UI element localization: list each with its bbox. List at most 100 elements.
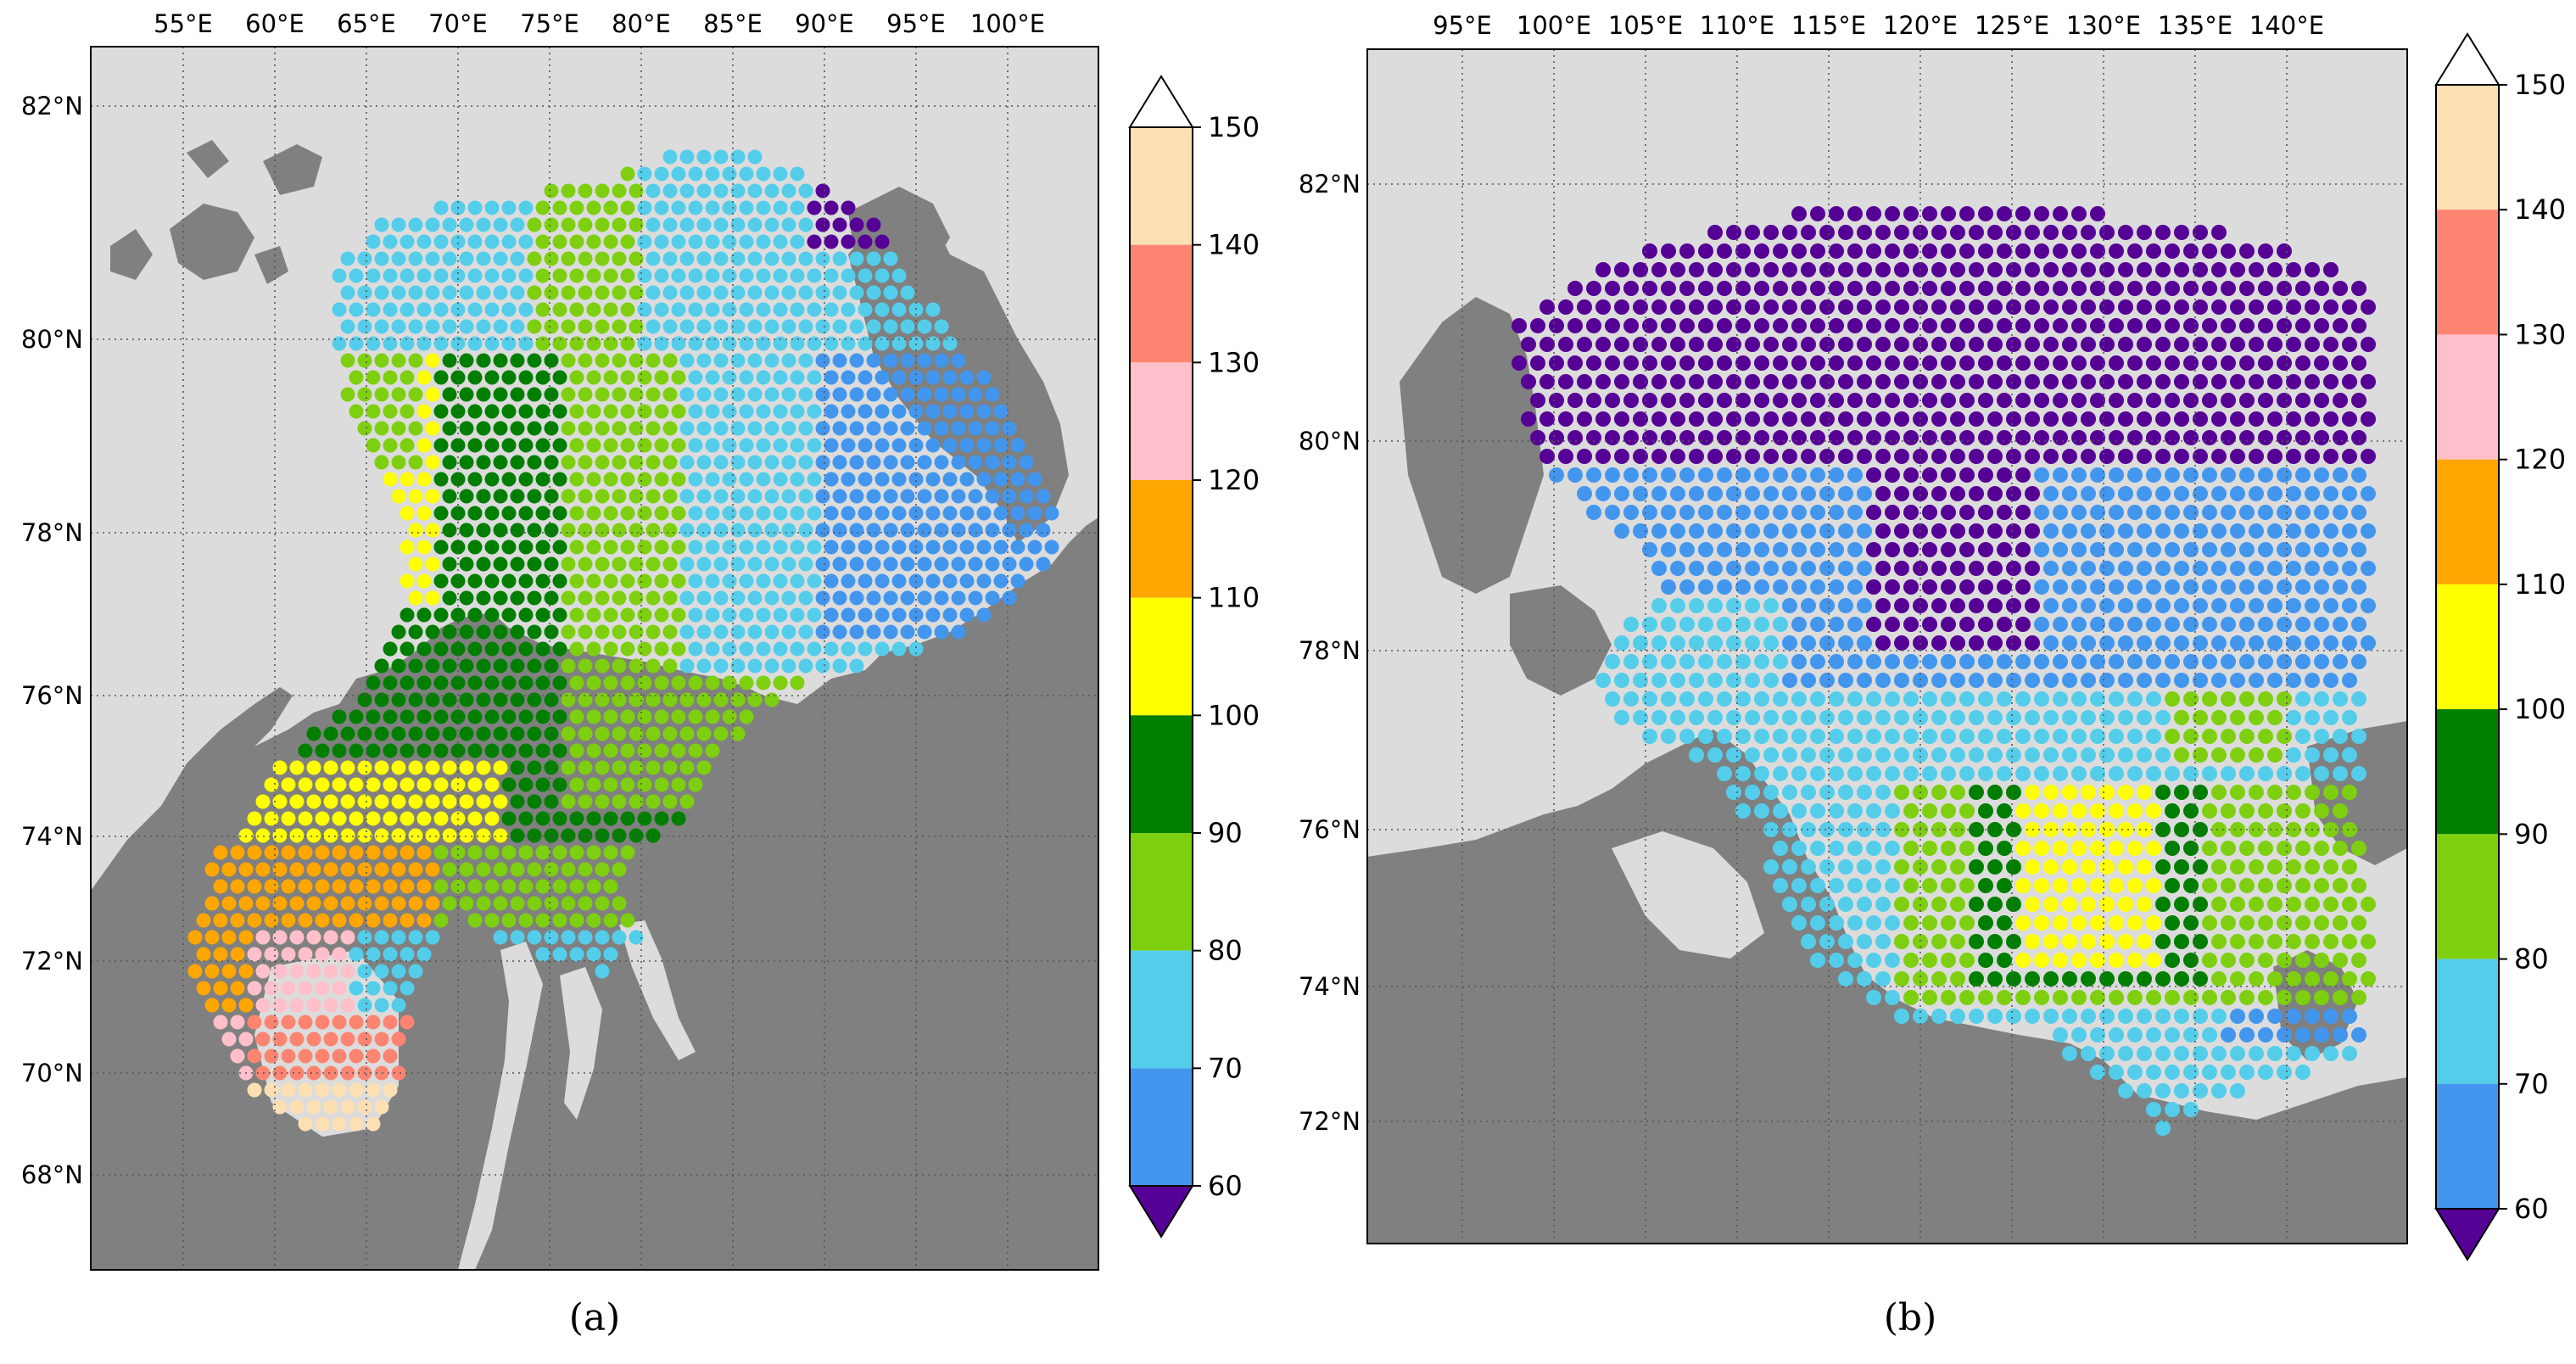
grid-cell-marker (2099, 1046, 2115, 1061)
grid-cell-marker (484, 302, 500, 317)
grid-cell-marker (2025, 561, 2040, 576)
grid-cell-marker (476, 590, 491, 606)
grid-cell-marker (2099, 785, 2115, 800)
grid-cell-marker (2221, 505, 2236, 520)
grid-cell-marker (1959, 505, 1975, 520)
grid-cell-marker (561, 556, 576, 572)
grid-cell-marker (2361, 635, 2376, 651)
grid-cell-marker (383, 913, 398, 928)
grid-cell-marker (1763, 225, 1779, 240)
grid-cell-marker (713, 183, 729, 198)
colorbar-extend-under (1128, 1185, 1194, 1238)
grid-cell-marker (323, 794, 338, 809)
grid-cell-marker (315, 947, 330, 962)
grid-cell-marker (569, 641, 584, 657)
grid-cell-marker (578, 319, 593, 334)
colorbar-segment (1130, 362, 1193, 480)
grid-cell-marker (1763, 523, 1779, 539)
grid-cell-marker (764, 692, 780, 707)
grid-cell-marker (2277, 1065, 2292, 1080)
grid-cell-marker (2053, 953, 2068, 968)
grid-cell-marker (1791, 617, 1807, 632)
grid-cell-marker (1838, 299, 1853, 315)
grid-cell-marker (1019, 455, 1034, 470)
grid-cell-marker (527, 590, 542, 606)
grid-cell-marker (323, 1065, 338, 1081)
grid-cell-marker (2006, 897, 2021, 912)
grid-cell-marker (1745, 523, 1760, 539)
grid-cell-marker (484, 913, 500, 928)
grid-cell-marker (1931, 598, 1947, 613)
grid-cell-marker (518, 472, 534, 487)
grid-cell-marker (400, 709, 415, 724)
grid-cell-marker (561, 726, 576, 741)
grid-cell-marker (705, 200, 720, 215)
grid-cell-marker (1866, 654, 1881, 669)
grid-cell-marker (722, 404, 737, 419)
grid-cell-marker (645, 455, 661, 470)
colorbar-tick-label: 70 (2514, 1068, 2549, 1100)
grid-cell-marker (2323, 1046, 2339, 1061)
grid-cell-marker (357, 726, 372, 741)
grid-cell-marker (2155, 897, 2171, 912)
grid-cell-marker (2286, 449, 2301, 464)
grid-cell-marker (366, 913, 381, 928)
grid-cell-marker (2277, 617, 2292, 632)
colorbar-segment (2436, 459, 2499, 584)
grid-cell-marker (976, 370, 992, 385)
grid-cell-marker (272, 1099, 288, 1115)
grid-cell-marker (230, 913, 245, 928)
grid-cell-marker (925, 302, 941, 317)
grid-cell-marker (1679, 617, 1695, 632)
grid-cell-marker (2211, 635, 2227, 651)
grid-cell-marker (433, 709, 449, 724)
grid-cell-marker (1614, 299, 1629, 315)
grid-cell-marker (1894, 971, 1909, 987)
grid-cell-marker (442, 794, 457, 809)
grid-cell-marker (459, 760, 474, 775)
grid-cell-marker (569, 777, 584, 792)
grid-cell-marker (1875, 449, 1891, 464)
grid-cell-marker (1866, 318, 1881, 333)
grid-cell-marker (1894, 635, 1909, 651)
grid-cell-marker (1810, 766, 1825, 781)
grid-cell-marker (993, 438, 1009, 453)
grid-cell-marker (2286, 486, 2301, 501)
grid-cell-marker (2174, 897, 2189, 912)
grid-cell-marker (790, 539, 805, 555)
grid-cell-marker (2267, 411, 2283, 427)
grid-cell-marker (306, 930, 321, 945)
grid-cell-marker (2239, 467, 2255, 483)
grid-cell-marker (985, 556, 1000, 572)
grid-cell-marker (1754, 430, 1769, 445)
grid-cell-marker (2109, 579, 2124, 595)
grid-cell-marker (612, 319, 627, 334)
grid-cell-marker (2249, 1046, 2264, 1061)
grid-cell-marker (1819, 262, 1835, 277)
grid-cell-marker (917, 387, 932, 402)
grid-cell-marker (815, 523, 830, 538)
grid-cell-marker (2258, 393, 2273, 408)
grid-cell-marker (595, 523, 610, 538)
grid-cell-marker (2323, 1009, 2339, 1024)
grid-cell-marker (1801, 897, 1816, 912)
grid-cell-marker (807, 607, 822, 623)
grid-cell-marker (1838, 411, 1853, 427)
grid-cell-marker (722, 641, 737, 657)
grid-cell-marker (2211, 897, 2227, 912)
grid-cell-marker (2165, 803, 2180, 819)
grid-cell-marker (654, 268, 669, 283)
grid-cell-marker (815, 285, 830, 300)
grid-cell-marker (993, 404, 1009, 419)
grid-cell-marker (221, 896, 237, 911)
grid-cell-marker (841, 607, 856, 623)
grid-cell-marker (645, 387, 661, 402)
grid-cell-marker (1959, 579, 1975, 595)
grid-cell-marker (637, 200, 652, 215)
grid-cell-marker (2333, 505, 2348, 520)
grid-cell-marker (2183, 467, 2199, 483)
grid-cell-marker (459, 489, 474, 504)
grid-cell-marker (1642, 654, 1657, 669)
grid-cell-marker (662, 149, 678, 165)
grid-cell-marker (1698, 467, 1713, 483)
